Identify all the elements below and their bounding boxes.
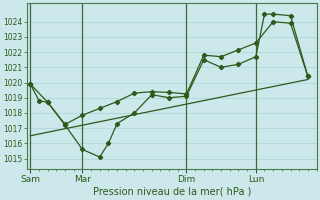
X-axis label: Pression niveau de la mer( hPa ): Pression niveau de la mer( hPa ) xyxy=(92,187,251,197)
